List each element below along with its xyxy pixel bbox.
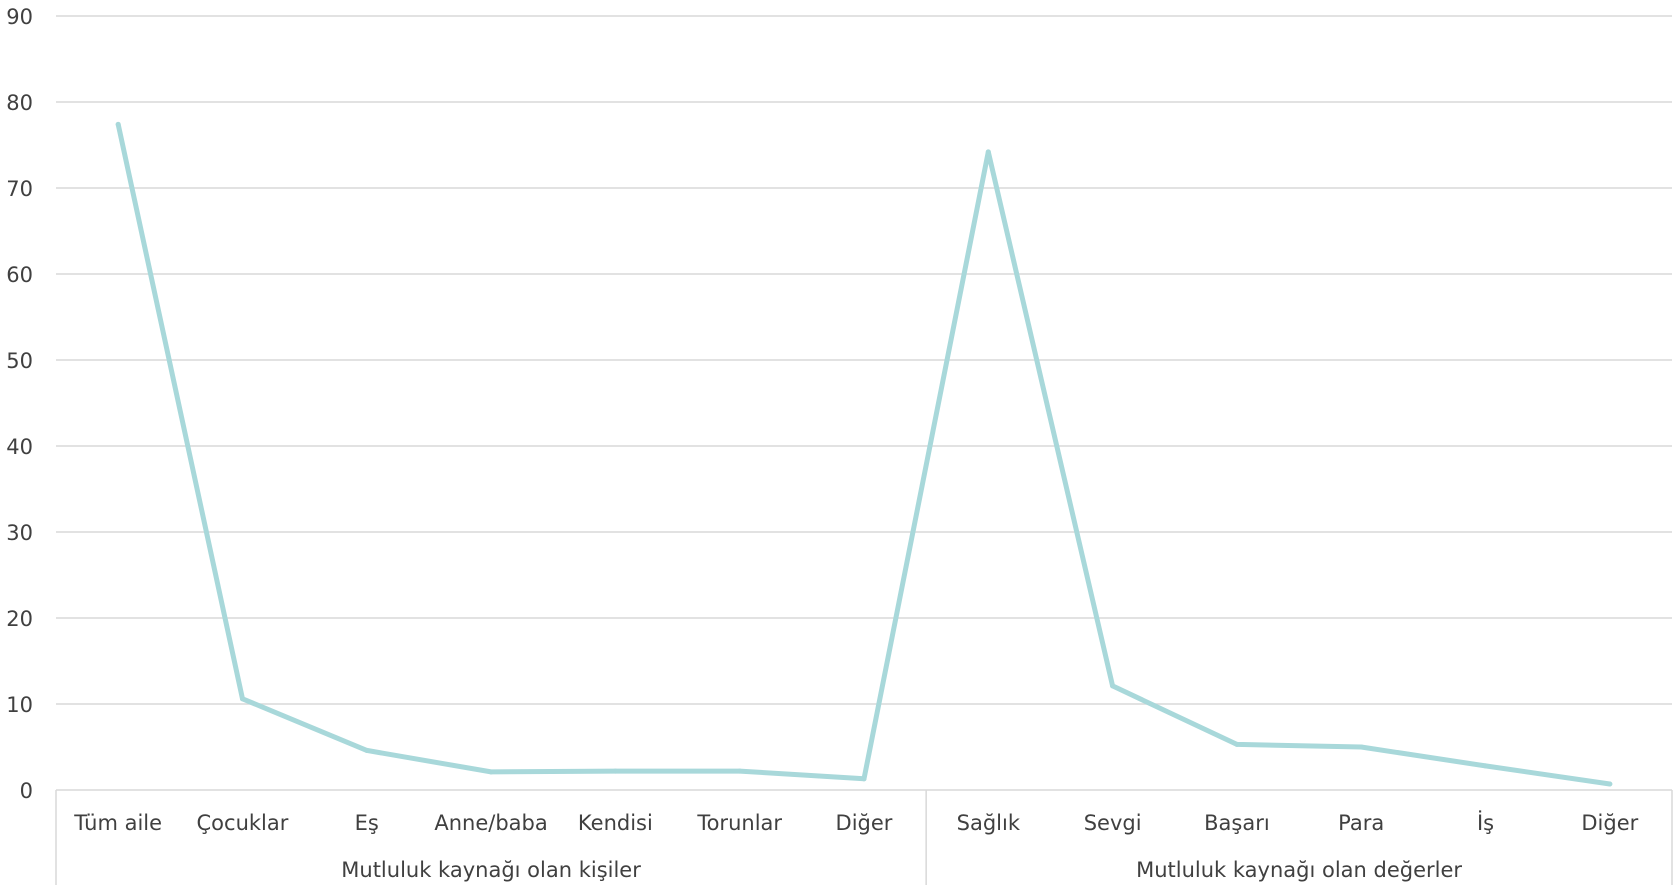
y-tick-label: 90 <box>6 5 33 29</box>
gridlines <box>56 15 1672 705</box>
x-category-label: Sağlık <box>957 811 1021 835</box>
y-tick-label: 10 <box>6 693 33 717</box>
data-point <box>612 768 618 774</box>
x-group-label: Mutluluk kaynağı olan kişiler <box>341 858 641 882</box>
y-tick-label: 30 <box>6 521 33 545</box>
x-category-label: Torunlar <box>696 811 782 835</box>
x-axis-group-labels: Mutluluk kaynağı olan kişiler Mutluluk ka… <box>341 858 1462 882</box>
x-category-label: Tüm aile <box>73 811 162 835</box>
series-lines <box>115 121 1613 787</box>
y-tick-label: 20 <box>6 607 33 631</box>
data-point <box>985 149 991 155</box>
data-point <box>1234 741 1240 747</box>
x-category-label: Para <box>1338 811 1384 835</box>
data-point <box>115 121 121 127</box>
x-category-label: İş <box>1477 810 1494 835</box>
y-tick-label: 80 <box>6 91 33 115</box>
x-group-label: Mutluluk kaynağı olan değerler <box>1136 858 1462 882</box>
x-category-label: Diğer <box>1581 811 1638 835</box>
x-category-label: Diğer <box>836 811 893 835</box>
y-tick-label: 50 <box>6 349 33 373</box>
data-point <box>1110 683 1116 689</box>
y-tick-label: 70 <box>6 177 33 201</box>
y-axis-tick-labels: 0 10 20 30 40 50 60 70 80 90 <box>6 5 33 803</box>
x-category-label: Başarı <box>1204 811 1270 835</box>
data-point <box>364 747 370 753</box>
x-category-label: Anne/baba <box>434 811 547 835</box>
y-tick-label: 40 <box>6 435 33 459</box>
data-point <box>737 768 743 774</box>
data-point <box>239 696 245 702</box>
y-tick-label: 0 <box>20 779 33 803</box>
x-category-label: Eş <box>355 811 379 835</box>
y-tick-label: 60 <box>6 263 33 287</box>
data-point <box>861 776 867 782</box>
x-category-label: Kendisi <box>578 811 653 835</box>
data-point <box>488 769 494 775</box>
data-point <box>1483 763 1489 769</box>
data-point <box>1358 744 1364 750</box>
x-axis-category-labels: Tüm aile Çocuklar Eş Anne/baba Kendisi Torunl… <box>73 810 1638 835</box>
series-line <box>115 121 1613 787</box>
x-axis <box>55 789 1673 885</box>
x-category-label: Sevgi <box>1084 811 1142 835</box>
data-point <box>1607 781 1613 787</box>
x-category-label: Çocuklar <box>197 811 289 835</box>
